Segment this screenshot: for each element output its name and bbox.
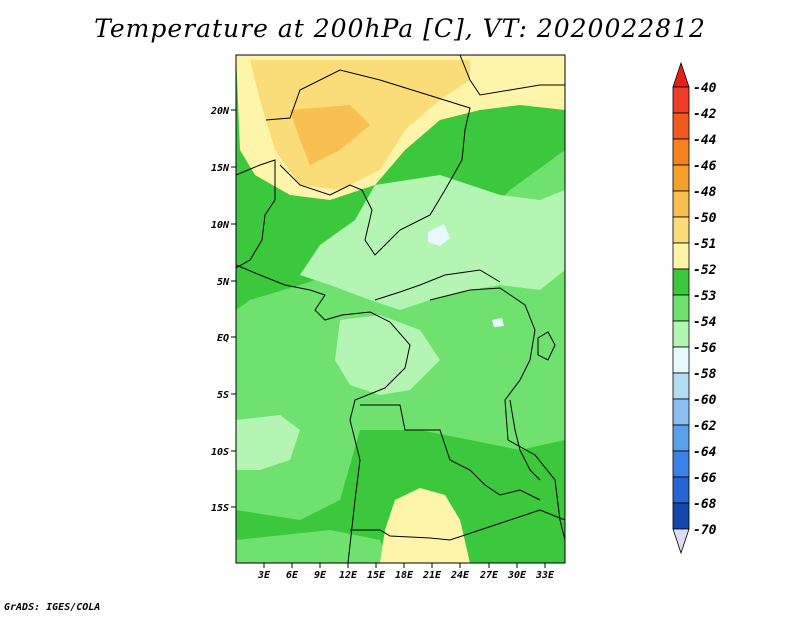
- legend-swatch--66: [672, 476, 690, 504]
- legend-label: -51: [693, 237, 716, 252]
- lon-label-21E: 21E: [422, 570, 442, 581]
- lon-label-30E: 30E: [507, 570, 527, 581]
- border-car: [374, 269, 501, 301]
- field-band-56-spot-2: [492, 318, 504, 327]
- legend-label: -50: [693, 211, 717, 226]
- legend-label: -70: [693, 523, 717, 538]
- border-east: [429, 287, 565, 541]
- lon-labels: 3E 6E 9E 12E 15E 18E 21E 24E 27E 30E 33E: [257, 570, 555, 581]
- color-bar-legend: -40 -42 -44 -46 -48 -50 -51 -52 -53 -54 -56 -58 -60 -…: [672, 61, 717, 555]
- legend-swatch--54: [672, 320, 690, 348]
- legend-swatch--56: [672, 346, 690, 374]
- field-band-56-spot: [428, 224, 450, 246]
- field-band-51-ne: [472, 55, 565, 100]
- border-drc-south: [360, 404, 541, 501]
- legend-bottom-arrow: [672, 528, 690, 555]
- lat-labels: 20N 15N 10N 5N EQ 5S 10S 15S: [210, 106, 230, 514]
- legend-swatch--46: [672, 164, 690, 192]
- field-band-51-south: [380, 488, 470, 563]
- legend-swatch--58: [672, 372, 690, 400]
- legend-label: -68: [693, 497, 717, 512]
- legend-swatch--52: [672, 268, 690, 296]
- legend-label: -58: [693, 367, 717, 382]
- lat-label-10S: 10S: [211, 447, 229, 458]
- legend-swatch--48: [672, 190, 690, 218]
- lat-label-5N: 5N: [217, 277, 230, 288]
- lat-label-10N: 10N: [211, 220, 230, 231]
- lon-label-24E: 24E: [450, 570, 470, 581]
- legend-swatch--64: [672, 450, 690, 478]
- lake-tanganyika: [509, 399, 541, 481]
- lat-ticks: [231, 109, 236, 508]
- legend-label: -53: [693, 289, 717, 304]
- legend-label: -66: [693, 471, 717, 486]
- lon-label-33E: 33E: [535, 570, 555, 581]
- legend-label: -60: [693, 393, 717, 408]
- legend-swatch--53: [672, 294, 690, 322]
- lon-label-12E: 12E: [339, 570, 358, 581]
- country-borders: [236, 55, 565, 563]
- field-band-53-south: [236, 530, 390, 563]
- legend-label: -46: [693, 159, 717, 174]
- lat-label-5S: 5S: [217, 390, 229, 401]
- border-north: [265, 69, 471, 256]
- legend-swatch--50: [672, 216, 690, 244]
- lat-label-15S: 15S: [211, 503, 229, 514]
- legend-label: -54: [693, 315, 717, 330]
- lon-label-3E: 3E: [257, 570, 271, 581]
- field-band-48: [290, 105, 370, 165]
- lat-label-EQ: EQ: [217, 333, 229, 344]
- legend-swatch--60: [672, 398, 690, 426]
- map-frame: [235, 54, 566, 564]
- border-angola-zambia: [350, 509, 565, 541]
- legend-label: -64: [693, 445, 717, 460]
- map-title: Temperature at 200hPa [C], VT: 202002281…: [94, 14, 706, 43]
- legend-label: -42: [693, 107, 717, 122]
- legend-label: -56: [693, 341, 717, 356]
- legend-label: -44: [693, 133, 717, 148]
- legend-label: -40: [693, 81, 717, 96]
- lake-victoria: [537, 331, 556, 361]
- temperature-field: [236, 55, 565, 563]
- legend-swatch--42: [672, 112, 690, 140]
- legend-top-arrow: [672, 61, 690, 88]
- legend-swatch--68: [672, 502, 690, 530]
- lon-ticks: [263, 563, 546, 568]
- legend-swatch--51: [672, 242, 690, 270]
- legend-swatch--40: [672, 86, 690, 114]
- lat-label-20N: 20N: [210, 106, 230, 117]
- border-ne: [459, 55, 565, 96]
- field-band-54-sw: [236, 415, 300, 470]
- legend-label: -52: [693, 263, 717, 278]
- legend-label: -48: [693, 185, 717, 200]
- coastline-west: [236, 264, 411, 563]
- lat-label-15N: 15N: [211, 163, 230, 174]
- lon-label-15E: 15E: [367, 570, 386, 581]
- lon-label-6E: 6E: [286, 570, 299, 581]
- lon-label-9E: 9E: [314, 570, 327, 581]
- lon-label-27E: 27E: [479, 570, 499, 581]
- legend-label: -62: [693, 419, 717, 434]
- field-band-54-congo: [335, 315, 440, 395]
- grads-credit: GrADS: IGES/COLA: [4, 602, 101, 613]
- legend-swatch--62: [672, 424, 690, 452]
- legend-swatch--44: [672, 138, 690, 166]
- field-band-52-south: [236, 430, 565, 563]
- lon-label-18E: 18E: [395, 570, 414, 581]
- border-west: [236, 159, 276, 269]
